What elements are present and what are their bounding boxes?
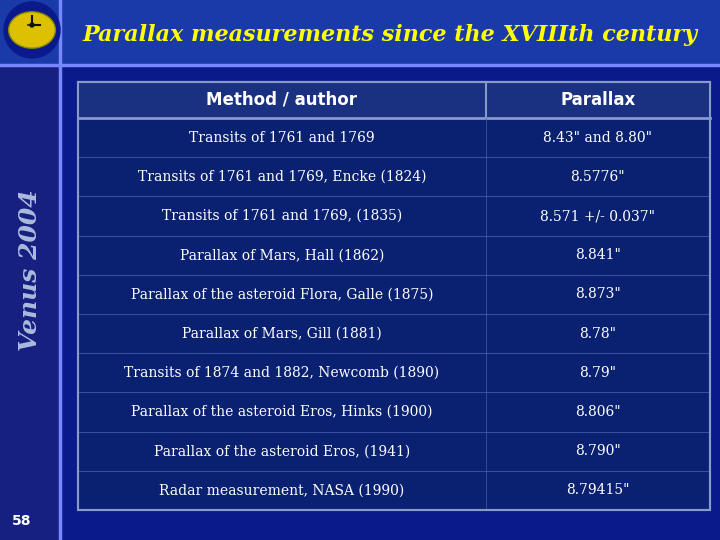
Text: 8.790": 8.790": [575, 444, 621, 458]
Text: 8.873": 8.873": [575, 287, 621, 301]
Text: Method / author: Method / author: [207, 91, 357, 109]
Text: 8.79": 8.79": [580, 366, 616, 380]
Text: 58: 58: [12, 514, 32, 528]
Text: 8.43" and 8.80": 8.43" and 8.80": [544, 131, 652, 145]
Text: Transits of 1761 and 1769: Transits of 1761 and 1769: [189, 131, 374, 145]
Circle shape: [30, 23, 34, 27]
Text: Parallax of the asteroid Flora, Galle (1875): Parallax of the asteroid Flora, Galle (1…: [130, 287, 433, 301]
Text: Parallax of the asteroid Eros, Hinks (1900): Parallax of the asteroid Eros, Hinks (19…: [131, 405, 433, 419]
Text: 8.5776": 8.5776": [570, 170, 625, 184]
Bar: [78, 82, 710, 118]
Bar: [0, 0, 720, 65]
Text: Transits of 1761 and 1769, (1835): Transits of 1761 and 1769, (1835): [162, 209, 402, 223]
Text: 8.78": 8.78": [580, 327, 616, 341]
Text: Parallax of Mars, Hall (1862): Parallax of Mars, Hall (1862): [179, 248, 384, 262]
Text: Parallax: Parallax: [560, 91, 636, 109]
Text: Transits of 1761 and 1769, Encke (1824): Transits of 1761 and 1769, Encke (1824): [138, 170, 426, 184]
Ellipse shape: [9, 12, 55, 48]
Text: 8.806": 8.806": [575, 405, 621, 419]
Text: 8.79415": 8.79415": [566, 483, 629, 497]
Text: Parallax measurements since the XVIIIth century: Parallax measurements since the XVIIIth …: [83, 24, 698, 46]
Text: Parallax of Mars, Gill (1881): Parallax of Mars, Gill (1881): [182, 327, 382, 341]
Text: 8.841": 8.841": [575, 248, 621, 262]
Circle shape: [4, 2, 60, 58]
Text: 8.571 +/- 0.037": 8.571 +/- 0.037": [540, 209, 655, 223]
Text: Radar measurement, NASA (1990): Radar measurement, NASA (1990): [159, 483, 405, 497]
Bar: [78, 82, 710, 510]
Text: Transits of 1874 and 1882, Newcomb (1890): Transits of 1874 and 1882, Newcomb (1890…: [125, 366, 439, 380]
Text: Parallax of the asteroid Eros, (1941): Parallax of the asteroid Eros, (1941): [153, 444, 410, 458]
Bar: [0, 0, 60, 540]
Text: Venus 2004: Venus 2004: [18, 189, 42, 351]
Bar: [78, 82, 710, 510]
